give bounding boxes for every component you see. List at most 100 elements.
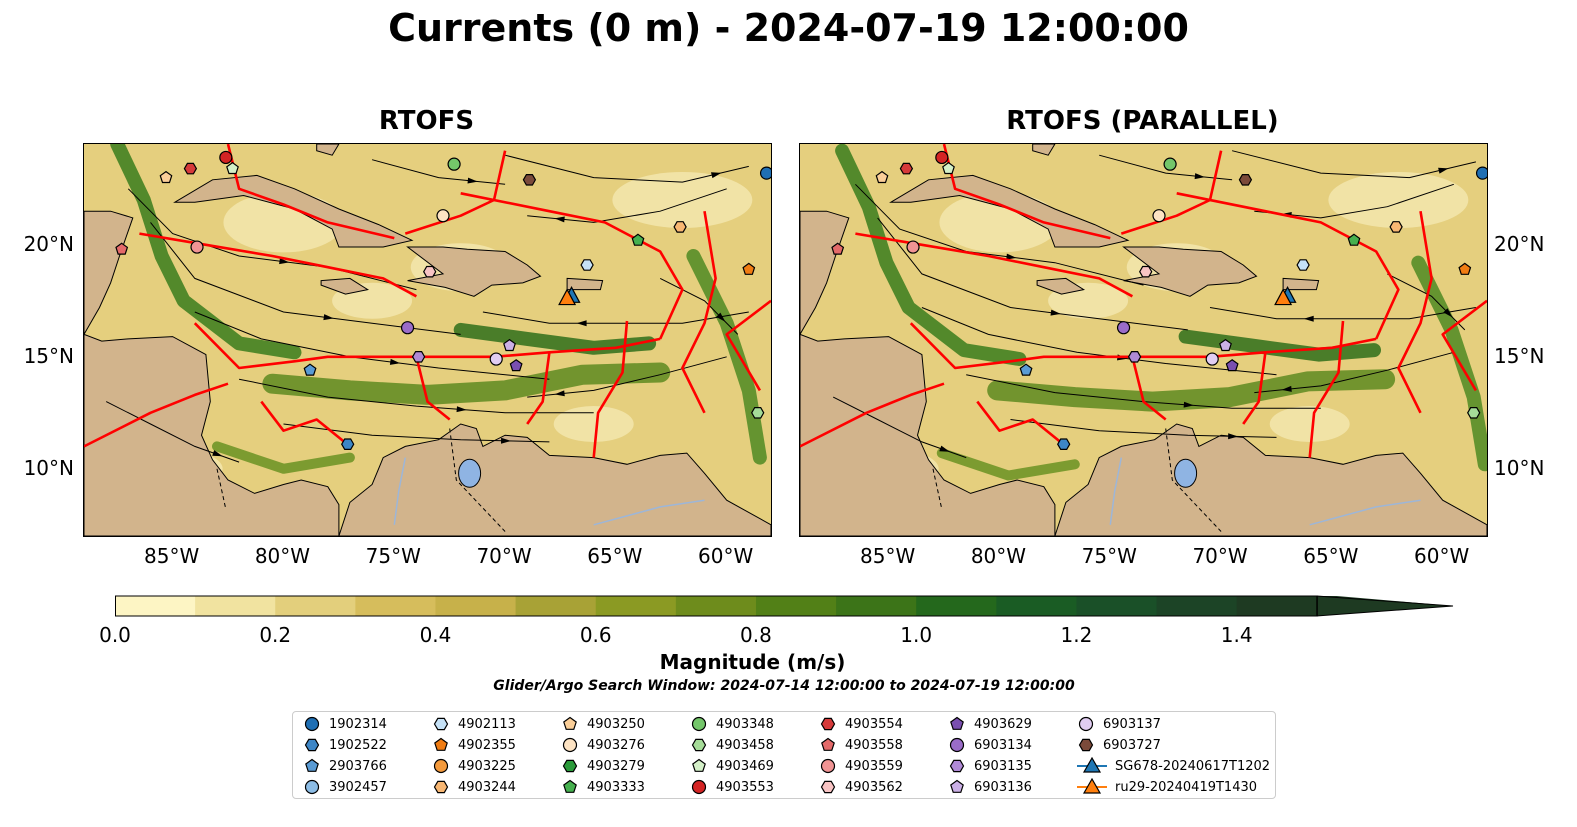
colorbar-bin (275, 596, 356, 616)
legend-item: 1902314 (303, 714, 387, 734)
legend-label: 6903134 (974, 737, 1032, 753)
platform-4903333 (631, 233, 645, 246)
platform-4903553 (219, 150, 233, 165)
panel-title-rtofs: RTOFS (378, 106, 475, 136)
lon-tick-1--75: 75°W (1081, 544, 1137, 568)
platform-6903137 (1205, 352, 1219, 366)
legend-marker-icon (1078, 716, 1094, 732)
legend-label: 6903727 (1103, 737, 1161, 753)
legend-label: 4903553 (716, 779, 774, 795)
legend-item: 4902113 (432, 714, 516, 734)
legend-marker-icon (304, 738, 320, 752)
platform-6903727 (522, 174, 537, 186)
legend-label: 4903458 (716, 737, 774, 753)
legend-item: 4903458 (690, 735, 774, 755)
lon-tick-1--70: 70°W (1192, 544, 1248, 568)
figure-title: Currents (0 m) - 2024-07-19 12:00:00 (388, 6, 1189, 50)
legend-item: 6903135 (948, 756, 1032, 776)
legend-marker-icon (433, 758, 449, 774)
legend-marker-icon (949, 737, 965, 753)
lon-tick-0--70: 70°W (476, 544, 532, 568)
colorbar-tick-label: 0.4 (419, 623, 452, 647)
legend: 1902314 1902522 2903766 3902457 4902113 49023… (292, 711, 1276, 799)
colorbar-tick-label: 0.0 (99, 623, 131, 647)
legend-label: 6903135 (974, 758, 1032, 774)
platform-4903558 (115, 242, 129, 255)
search-window-caption: Glider/Argo Search Window: 2024-07-14 12… (493, 678, 1075, 694)
colorbar-tick-label: 0.6 (579, 623, 612, 647)
legend-label: 1902314 (329, 716, 387, 732)
legend-marker-icon (563, 716, 577, 730)
platform-4903629 (1225, 359, 1239, 372)
legend-item: 4903225 (432, 756, 516, 776)
colorbar-bin (435, 596, 517, 616)
legend-marker-icon (820, 758, 836, 774)
lat-tick-right-15: 15°N (1494, 343, 1545, 368)
legend-marker-icon (304, 779, 320, 795)
platform-4903333 (1347, 233, 1361, 246)
legend-marker-icon (950, 779, 964, 793)
panel-title-rtofs-parallel: RTOFS (PARALLEL) (1006, 106, 1279, 136)
legend-marker-icon (304, 716, 320, 732)
legend-item: ru29-20240419T1430 (1077, 777, 1257, 797)
colorbar-bin (916, 596, 997, 616)
lon-tick-0--75: 75°W (365, 544, 421, 568)
legend-item: 4903348 (690, 714, 774, 734)
legend-label: 4903562 (845, 779, 903, 795)
platform-4903250 (875, 170, 889, 184)
legend-marker-icon (691, 738, 707, 752)
legend-label: 3902457 (329, 779, 387, 795)
platform-2903766 (1019, 363, 1033, 376)
legend-label: 4903276 (587, 737, 645, 753)
platform-6903137 (489, 352, 503, 366)
legend-marker-icon (950, 716, 964, 730)
legend-label: 4903333 (587, 779, 645, 795)
legend-marker-icon (433, 780, 449, 794)
legend-marker-icon (820, 780, 836, 794)
legend-item: 6903134 (948, 735, 1032, 755)
lon-tick-0--85: 85°W (144, 544, 200, 568)
legend-item: 4903562 (819, 777, 903, 797)
platform-4903553 (935, 150, 949, 165)
platform-2903766 (303, 363, 317, 376)
legend-marker-icon (820, 780, 836, 794)
legend-label: 4903558 (845, 737, 903, 753)
legend-item: 4903279 (561, 756, 645, 776)
legend-item: 4902355 (432, 735, 516, 755)
legend-marker-icon (563, 716, 577, 730)
platform-4902355 (1458, 262, 1472, 275)
legend-marker-icon (433, 780, 449, 794)
legend-marker-icon (950, 779, 964, 793)
legend-item: 4903333 (561, 777, 645, 797)
lat-tick-left-10: 10°N (23, 455, 74, 480)
lat-tick-right-20: 20°N (1494, 231, 1545, 256)
platform-1902314 (759, 166, 771, 180)
legend-item: 3902457 (303, 777, 387, 797)
legend-label: 4903279 (587, 758, 645, 774)
platform-1902314 (1475, 166, 1487, 180)
legend-label: 4902113 (458, 716, 516, 732)
lon-tick-1--60: 60°W (1414, 544, 1470, 568)
legend-label: ru29-20240419T1430 (1115, 779, 1258, 795)
legend-label: 4903554 (845, 716, 903, 732)
platform-4903276 (436, 209, 450, 223)
legend-item: 6903727 (1077, 735, 1161, 755)
lon-tick-0--65: 65°W (587, 544, 643, 568)
colorbar-tick-label: 1.4 (1220, 623, 1253, 647)
legend-marker-icon (949, 759, 965, 773)
legend-marker-icon (692, 758, 706, 772)
platform-4903554 (899, 162, 914, 175)
legend-marker-icon (821, 737, 835, 751)
lon-tick-0--80: 80°W (254, 544, 311, 568)
legend-item: 4903250 (561, 714, 645, 734)
legend-label: 2903766 (329, 758, 387, 774)
legend-marker-icon (1078, 738, 1094, 752)
legend-marker-icon (691, 779, 707, 795)
platform-4903554 (183, 162, 198, 175)
platform-6903134 (400, 321, 415, 335)
platform-6903135 (1127, 351, 1142, 363)
platform-4903348 (1163, 157, 1177, 171)
colorbar-bin (195, 596, 276, 616)
platform-4903562 (1139, 265, 1153, 278)
colorbar-bin (996, 596, 1077, 616)
